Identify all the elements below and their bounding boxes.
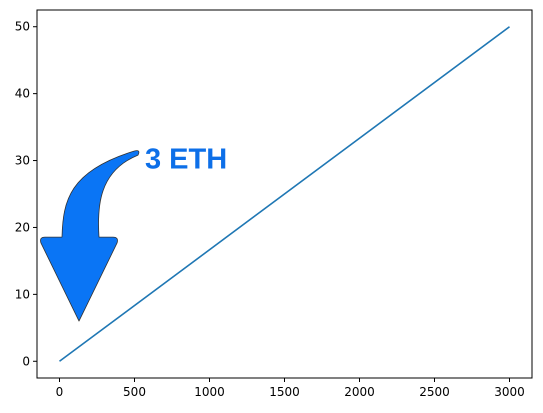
x-tick-label: 500: [123, 385, 146, 399]
series-line: [59, 26, 510, 362]
y-tick-label: 30: [15, 154, 30, 168]
annotation-label: 3 ETH: [145, 144, 227, 176]
x-axis: 0 500 1000 1500 2000 2500 3000: [56, 378, 525, 399]
y-axis: 0 10 20 30 40 50: [15, 20, 37, 368]
x-tick-label: 3000: [494, 385, 525, 399]
x-tick-label: 0: [56, 385, 64, 399]
x-tick-label: 2000: [344, 385, 375, 399]
axes-frame: [36, 9, 533, 379]
y-tick-label: 20: [15, 220, 30, 234]
y-tick-label: 10: [15, 287, 30, 301]
x-tick-label: 1000: [194, 385, 225, 399]
x-tick-label: 2500: [419, 385, 450, 399]
series-layer: [59, 26, 510, 362]
y-tick-label: 0: [22, 354, 30, 368]
annotation: 3 ETH: [40, 144, 227, 322]
y-tick-label: 40: [15, 87, 30, 101]
y-tick-label: 50: [15, 20, 30, 34]
x-tick-label: 1500: [269, 385, 300, 399]
curved-arrow-icon: [40, 150, 140, 322]
